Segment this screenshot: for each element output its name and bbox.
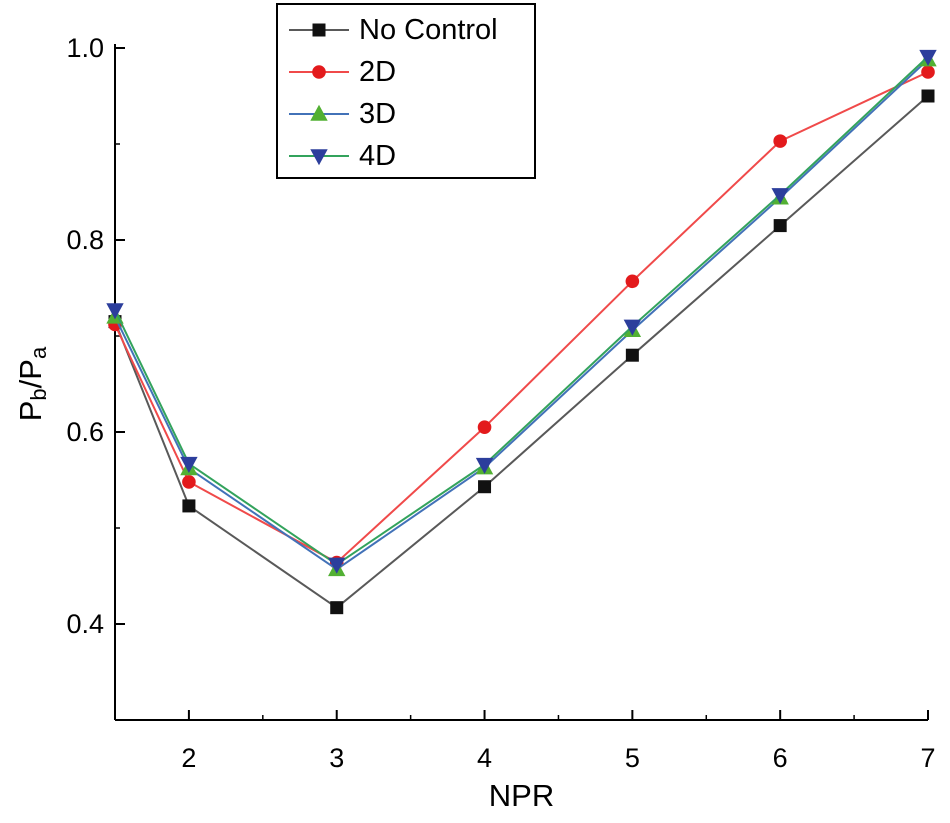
circle-marker — [921, 65, 935, 79]
legend-label: 3D — [359, 98, 396, 130]
triangle-down-marker — [475, 457, 494, 474]
series-4d — [106, 49, 937, 574]
x-axis-label: NPR — [489, 778, 554, 813]
square-marker — [921, 89, 935, 103]
legend-label: 4D — [359, 140, 396, 172]
triangle-down-marker — [328, 557, 346, 574]
triangle-down-marker — [106, 303, 124, 320]
x-tick-label: 5 — [625, 743, 640, 773]
triangle-down-marker — [180, 456, 198, 473]
x-tick-label: 2 — [181, 743, 196, 773]
series-no-control — [108, 89, 935, 615]
legend-label: 2D — [359, 56, 396, 88]
legend-item-4d: 4D — [289, 140, 396, 172]
square-marker — [182, 499, 196, 513]
circle-marker — [182, 475, 196, 489]
legend-item-2d: 2D — [289, 56, 396, 88]
circle-marker — [625, 274, 640, 289]
legend-item-no-control: No Control — [289, 14, 498, 46]
y-tick-label: 0.4 — [66, 609, 104, 639]
circle-marker — [773, 134, 787, 148]
triangle-down-marker — [310, 149, 328, 166]
x-tick-label: 7 — [920, 743, 935, 773]
x-tick-label: 3 — [329, 743, 344, 773]
square-marker — [625, 348, 639, 362]
square-marker — [312, 23, 326, 37]
x-tick-label: 6 — [773, 743, 788, 773]
triangle-down-marker — [623, 319, 642, 336]
circle-marker — [312, 65, 326, 79]
triangle-down-marker — [771, 188, 789, 205]
square-marker — [330, 601, 344, 615]
square-marker — [773, 219, 787, 233]
legend: No Control 2D 3D 4D — [276, 3, 536, 179]
y-tick-label: 1.0 — [66, 33, 104, 63]
y-tick-label: 0.6 — [66, 417, 104, 447]
legend-item-3d: 3D — [289, 98, 396, 130]
circle-marker — [477, 420, 492, 435]
axes: 2 3 4 5 6 7 0.4 0.6 0.8 1.0 — [66, 33, 935, 773]
y-axis-label: Pb/Pa — [13, 346, 51, 421]
y-tick-label: 0.8 — [66, 225, 104, 255]
x-tick-label: 4 — [477, 743, 492, 773]
triangle-down-marker — [919, 49, 937, 66]
legend-label: No Control — [359, 14, 498, 46]
square-marker — [478, 480, 492, 494]
triangle-up-marker — [310, 104, 328, 121]
